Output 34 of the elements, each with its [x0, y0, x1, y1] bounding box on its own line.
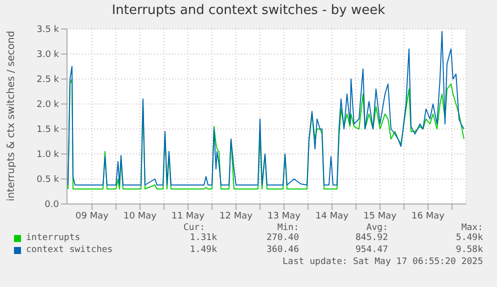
y-tick-label: 0.5 k: [36, 175, 60, 186]
legend-label: context switches: [26, 245, 113, 255]
y-tick-label: 1.5 k: [36, 125, 60, 136]
x-tick-label: 09 May: [76, 211, 110, 222]
text: 360.46: [266, 245, 299, 255]
text: Avg:: [366, 223, 388, 233]
legend-label: interrupts: [26, 233, 80, 243]
text: Max:: [461, 223, 483, 233]
y-tick-label: 0.0: [44, 200, 60, 210]
x-tick-label: 13 May: [268, 211, 302, 222]
text: 954.47: [355, 245, 388, 255]
y-tick-label: 1.0 k: [36, 150, 60, 160]
text: 5.49k: [456, 233, 483, 243]
text: 1.31k: [190, 233, 217, 243]
text: 845.92: [355, 233, 388, 243]
y-tick-label: 3.0 k: [36, 50, 60, 60]
x-tick-label: 10 May: [124, 211, 158, 222]
x-tick-label: 11 May: [172, 211, 206, 222]
chart-title: Interrupts and context switches - by week: [110, 3, 386, 18]
text: 270.40: [266, 233, 299, 243]
y-tick-label: 2.5 k: [36, 75, 60, 86]
text: 1.49k: [190, 245, 217, 255]
y-axis-title: interrupts & ctx switches / second: [6, 30, 17, 202]
text: Last update: Sat May 17 06:55:20 2025: [282, 257, 483, 267]
y-tick-label: 2.0 k: [36, 100, 60, 110]
text: 9.58k: [456, 245, 483, 255]
x-tick-label: 15 May: [364, 211, 398, 222]
x-tick-label: 16 May: [412, 211, 446, 222]
x-tick-label: 12 May: [220, 211, 254, 222]
y-tick-label: 3.5 k: [36, 25, 60, 36]
x-tick-label: 14 May: [316, 211, 350, 222]
text: Cur:: [183, 223, 205, 233]
text: Min:: [277, 223, 299, 233]
line-series: [68, 31, 464, 186]
